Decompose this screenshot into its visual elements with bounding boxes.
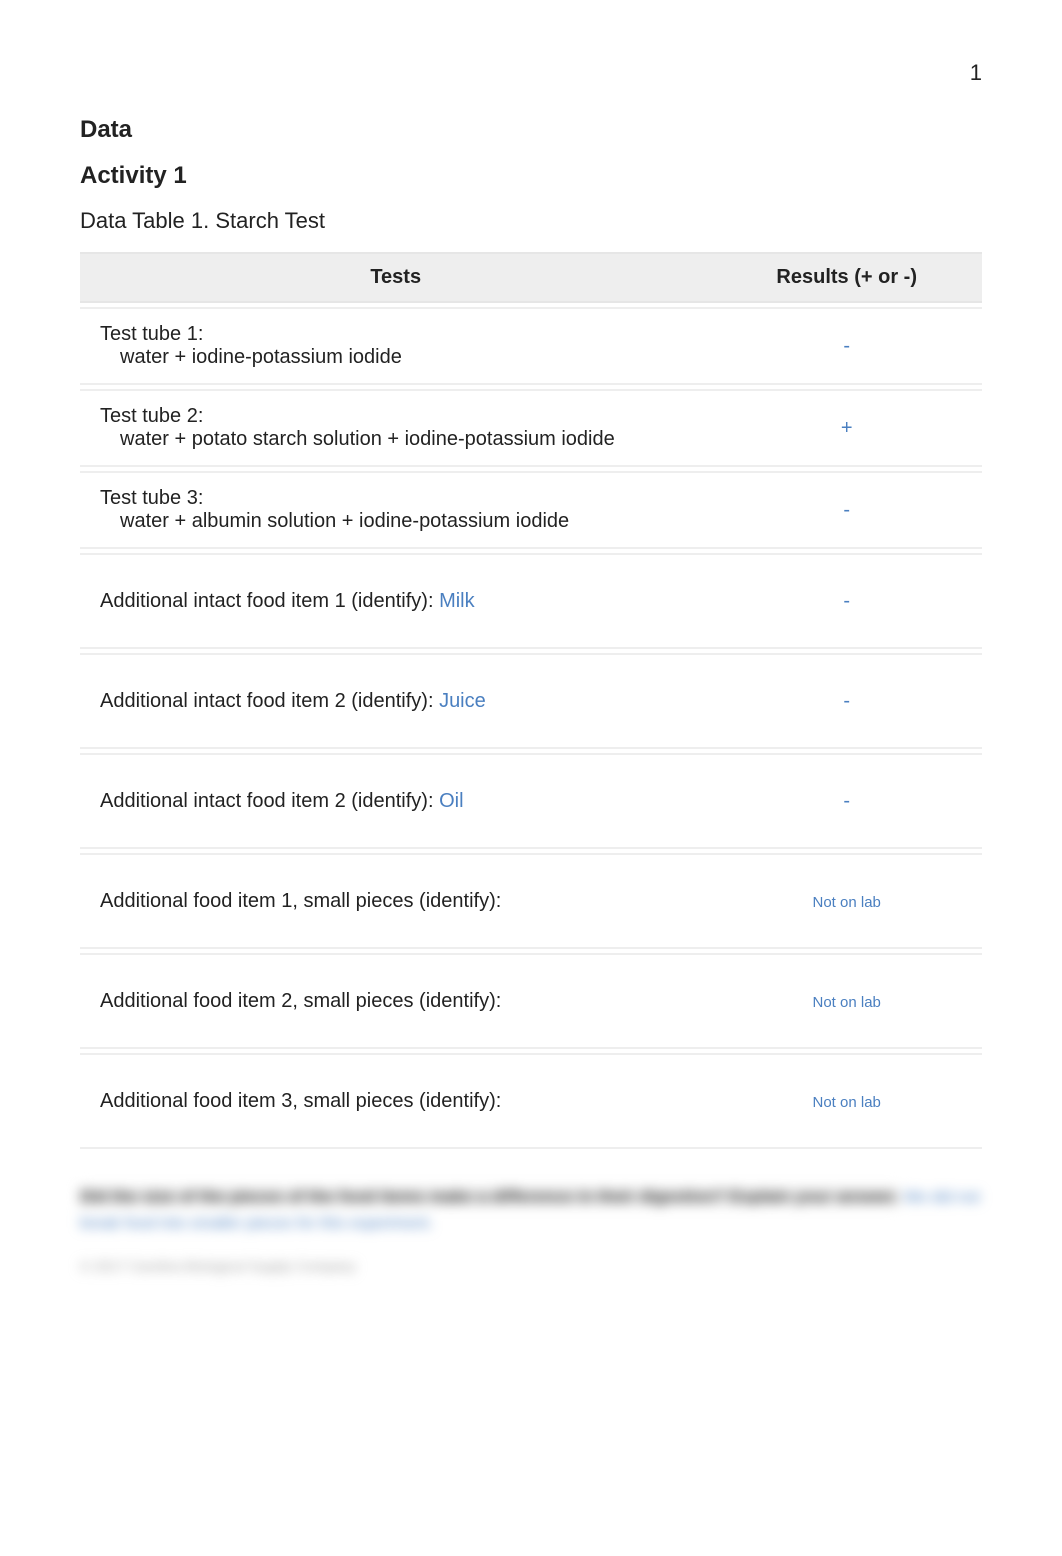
table-row: Additional intact food item 1 (identify)… xyxy=(80,553,982,649)
blurred-content: Did the size of the pieces of the food i… xyxy=(80,1183,982,1280)
food-item: Oil xyxy=(439,790,463,812)
page-number: 1 xyxy=(80,60,982,86)
table-row: Additional food item 3, small pieces (id… xyxy=(80,1053,982,1149)
row-result: - xyxy=(843,335,850,357)
table-row: Additional food item 2, small pieces (id… xyxy=(80,953,982,1049)
activity-heading: Activity 1 xyxy=(80,162,982,190)
table-row: Test tube 3: water + albumin solution + … xyxy=(80,471,982,549)
small-text: Additional food item 3, small pieces (id… xyxy=(80,1053,711,1149)
row-desc: water + albumin solution + iodine-potass… xyxy=(100,510,691,533)
food-item: Juice xyxy=(439,690,486,712)
row-label: Test tube 1: xyxy=(100,323,203,345)
row-result: - xyxy=(843,690,850,712)
row-result: Not on lab xyxy=(813,894,881,911)
table-caption: Data Table 1. Starch Test xyxy=(80,208,982,234)
food-prefix: Additional intact food item 2 (identify)… xyxy=(100,690,439,712)
row-label: Test tube 3: xyxy=(100,487,203,509)
blurred-footer: © 2017 Carolina Biological Supply Compan… xyxy=(80,1258,356,1274)
row-result: - xyxy=(843,499,850,521)
food-prefix: Additional intact food item 1 (identify)… xyxy=(100,590,439,612)
table-row: Test tube 2: water + potato starch solut… xyxy=(80,389,982,467)
col-results: Results (+ or -) xyxy=(711,252,982,303)
row-desc: water + iodine-potassium iodide xyxy=(100,346,691,369)
blurred-question: Did the size of the pieces of the food i… xyxy=(80,1187,899,1206)
food-item: Milk xyxy=(439,590,475,612)
food-prefix: Additional intact food item 2 (identify)… xyxy=(100,790,439,812)
starch-test-table: Tests Results (+ or -) Test tube 1: wate… xyxy=(80,248,982,1153)
table-row: Additional intact food item 2 (identify)… xyxy=(80,653,982,749)
row-desc: water + potato starch solution + iodine-… xyxy=(100,428,691,451)
row-result: + xyxy=(841,417,853,439)
row-result: Not on lab xyxy=(813,1094,881,1111)
small-text: Additional food item 1, small pieces (id… xyxy=(80,853,711,949)
row-result: Not on lab xyxy=(813,994,881,1011)
col-tests: Tests xyxy=(80,252,711,303)
table-row: Additional food item 1, small pieces (id… xyxy=(80,853,982,949)
table-row: Test tube 1: water + iodine-potassium io… xyxy=(80,307,982,385)
row-result: - xyxy=(843,790,850,812)
table-row: Additional intact food item 2 (identify)… xyxy=(80,753,982,849)
row-result: - xyxy=(843,590,850,612)
row-label: Test tube 2: xyxy=(100,405,203,427)
small-text: Additional food item 2, small pieces (id… xyxy=(80,953,711,1049)
section-heading: Data xyxy=(80,116,982,144)
